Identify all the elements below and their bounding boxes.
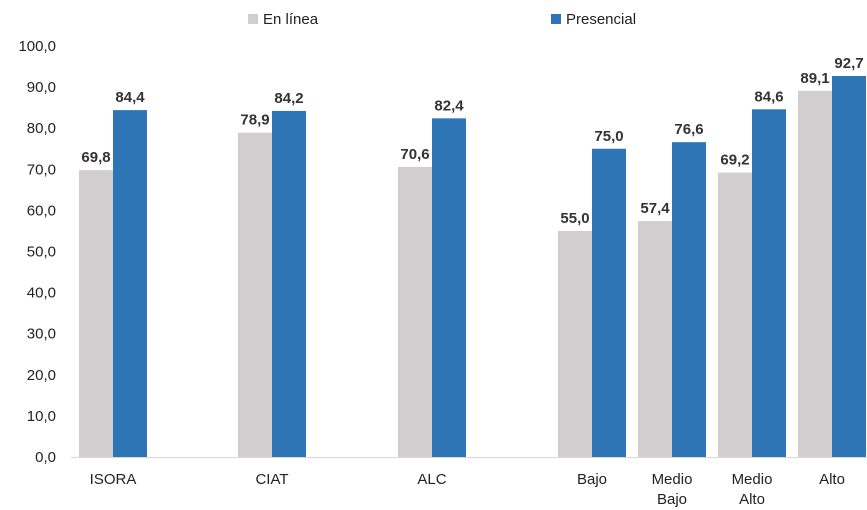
data-label: 57,4 — [640, 200, 670, 217]
x-tick-label: ISORA — [90, 471, 137, 488]
y-tick-label: 0,0 — [35, 449, 56, 466]
bar-en-linea — [558, 230, 592, 457]
bar-en-linea — [79, 170, 113, 457]
data-label: 82,4 — [434, 97, 464, 114]
y-tick-label: 100,0 — [18, 38, 56, 55]
legend: En línea Presencial — [248, 11, 636, 28]
data-label: 92,7 — [834, 55, 863, 72]
bar-presencial — [832, 76, 866, 458]
bar-en-linea — [718, 172, 752, 457]
y-tick-label: 40,0 — [27, 285, 56, 302]
bar-en-linea — [398, 166, 432, 458]
bar-en-linea — [638, 221, 672, 457]
x-axis: ISORA CIAT ALC Bajo Medio Bajo Medio Alto Alto — [71, 457, 867, 508]
bar-en-linea — [238, 132, 272, 457]
data-label: 69,2 — [720, 152, 749, 169]
data-label: 84,2 — [274, 90, 303, 107]
bar-presencial — [432, 118, 466, 457]
y-tick-label: 10,0 — [27, 408, 56, 425]
bar-presencial — [272, 110, 306, 458]
x-tick-label: Medio — [732, 471, 773, 488]
bar-presencial — [592, 148, 626, 457]
legend-swatch — [551, 14, 561, 24]
legend-swatch — [248, 14, 258, 24]
data-label: 78,9 — [240, 112, 269, 129]
bars — [79, 76, 866, 458]
y-tick-label: 60,0 — [27, 202, 56, 219]
data-label: 70,6 — [400, 146, 429, 163]
data-label: 69,8 — [81, 149, 110, 166]
data-label: 84,6 — [754, 88, 783, 105]
data-labels: 69,8 78,9 70,6 55,0 57,4 69,2 89,1 84,4 84,2 82,4… — [81, 55, 863, 227]
y-tick-label: 20,0 — [27, 367, 56, 384]
x-tick-label: ALC — [417, 471, 446, 488]
x-tick-label: CIAT — [255, 471, 288, 488]
x-tick-label: Alto — [739, 491, 765, 508]
x-tick-label: Bajo — [657, 491, 687, 508]
data-label: 84,4 — [115, 89, 145, 106]
legend-label: Presencial — [566, 11, 636, 28]
data-label: 75,0 — [594, 128, 623, 145]
data-label: 89,1 — [800, 70, 829, 87]
y-tick-label: 80,0 — [27, 120, 56, 137]
legend-label: En línea — [263, 11, 319, 28]
y-tick-label: 70,0 — [27, 161, 56, 178]
y-tick-label: 30,0 — [27, 326, 56, 343]
bar-presencial — [752, 109, 786, 457]
data-label: 76,6 — [674, 121, 703, 138]
y-axis: 0,0 10,0 20,0 30,0 40,0 50,0 60,0 70,0 80,0 90,0 1… — [18, 38, 56, 466]
bar-presencial — [672, 142, 706, 457]
bar-presencial — [113, 110, 147, 457]
data-label: 55,0 — [560, 210, 589, 227]
x-tick-label: Bajo — [577, 471, 607, 488]
x-tick-label: Alto — [819, 471, 845, 488]
x-tick-label: Medio — [652, 471, 693, 488]
bar-en-linea — [798, 90, 832, 457]
y-tick-label: 90,0 — [27, 79, 56, 96]
y-tick-label: 50,0 — [27, 244, 56, 261]
